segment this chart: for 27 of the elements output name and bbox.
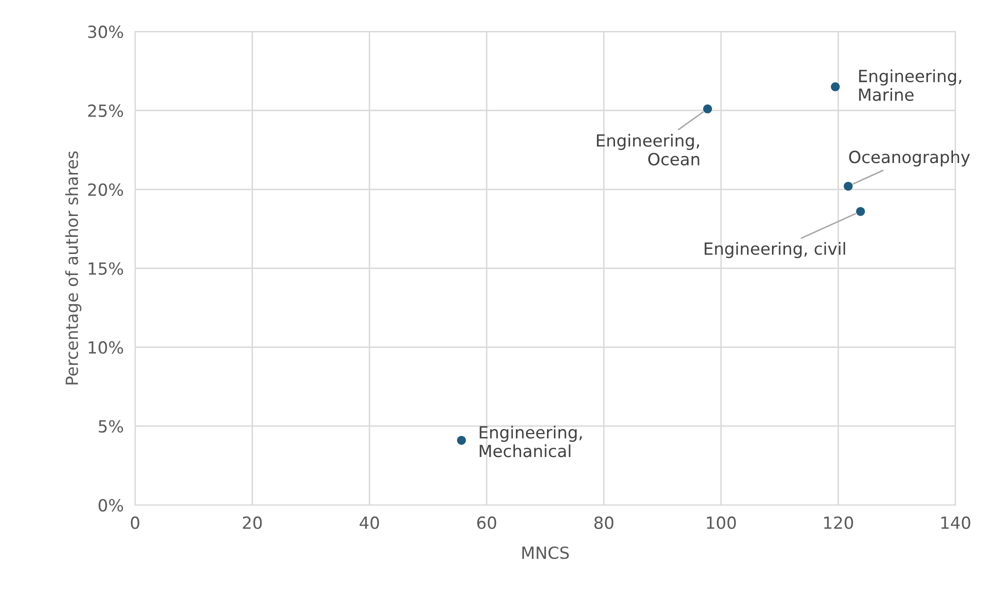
y-tick-label: 5% (98, 420, 124, 433)
x-tick-label: 20 (242, 516, 262, 530)
point (703, 104, 712, 114)
point (456, 436, 466, 445)
x-tick-label: 80 (594, 516, 614, 530)
y-tick-label: 15% (88, 262, 124, 275)
y-tick-label: 25% (88, 104, 124, 118)
x-tick-label: 140 (941, 516, 970, 530)
annotation: Engineering, Marine (859, 69, 962, 101)
x-tick-label: 0 (130, 516, 140, 530)
point (844, 182, 853, 191)
annotation: Engineering, civil (704, 242, 846, 258)
y-tick-label: 30% (88, 26, 124, 38)
y-tick-label: 10% (88, 341, 124, 354)
x-tick-label: 100 (706, 516, 736, 530)
point (830, 82, 840, 92)
x-axis-title: MNCS (522, 546, 569, 560)
y-tick-label: 20% (88, 183, 124, 196)
x-tick-label: 60 (477, 516, 496, 530)
x-tick-label: 40 (360, 516, 379, 530)
y-axis-title: Percentage of author shares (65, 151, 82, 384)
y-tick-label: 0% (98, 498, 124, 512)
x-tick-label: 120 (824, 516, 854, 530)
annotation: Engineering, Mechanical (480, 426, 582, 458)
annotation: Oceanography (849, 150, 970, 167)
annotation: Engineering, Ocean (596, 134, 700, 166)
point (856, 206, 866, 216)
